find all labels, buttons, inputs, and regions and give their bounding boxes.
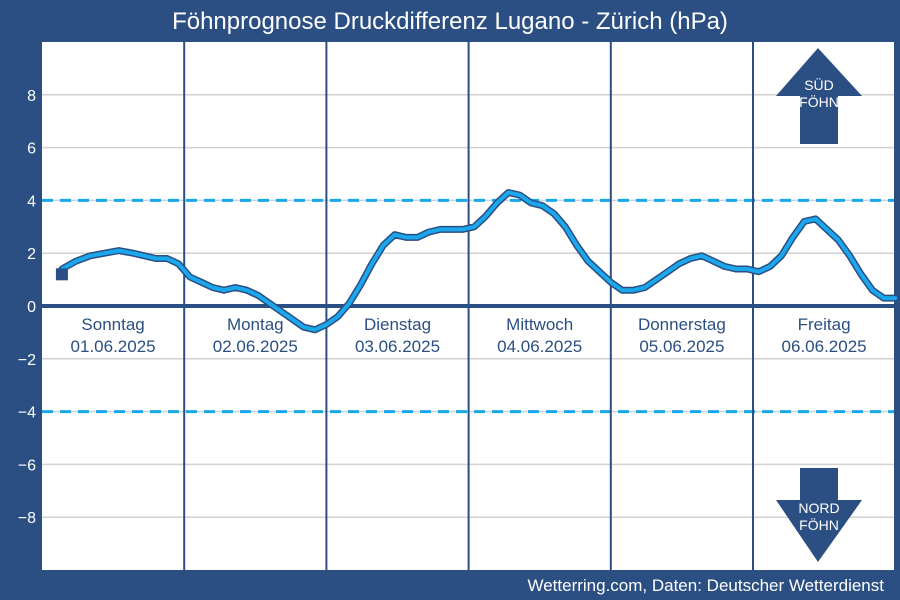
day-name-label: Sonntag [81,315,144,334]
chart-title: Föhnprognose Druckdifferenz Lugano - Zür… [172,8,728,35]
sued-label-line1: SÜD [804,76,834,93]
y-tick-label: 6 [27,141,36,158]
day-name-label: Montag [227,315,284,334]
arrow-up-icon [776,48,862,144]
y-tick-label: −6 [18,457,36,474]
y-tick-label: 2 [27,246,36,263]
series-layer [55,189,899,334]
day-name-label: Dienstag [364,315,431,334]
day-date-label: 02.06.2025 [213,337,298,356]
series-start-marker [55,268,68,281]
day-date-label: 05.06.2025 [639,337,724,356]
y-tick-label: 0 [27,299,36,316]
day-labels: Sonntag 01.06.2025 Montag 02.06.2025 Diensta… [71,315,867,356]
nord-foehn-arrow: NORD FÖHN [776,468,862,562]
series-line [59,190,898,332]
day-name-label: Freitag [798,315,851,334]
y-tick-label: −2 [18,352,36,369]
arrow-down-icon [776,468,862,562]
y-tick-label: 4 [27,193,36,210]
sued-foehn-arrow: SÜD FÖHN [776,48,862,144]
y-tick-label: −4 [18,405,36,422]
day-name-label: Mittwoch [506,315,573,334]
nord-label-line1: NORD [798,500,839,516]
y-tick-label: 8 [27,88,36,105]
day-date-label: 06.06.2025 [782,337,867,356]
y-axis-ticks: 8 6 4 2 0 −2 −4 −6 −8 [18,88,36,527]
y-tick-label: −8 [18,510,36,527]
day-name-label: Donnerstag [638,315,726,334]
nord-label-line2: FÖHN [799,516,839,533]
day-date-label: 03.06.2025 [355,337,440,356]
day-date-label: 04.06.2025 [497,337,582,356]
data-source-credit: Wetterring.com, Daten: Deutscher Wetterd… [527,576,884,595]
day-date-label: 01.06.2025 [71,337,156,356]
sued-label-line2: FÖHN [799,93,839,110]
